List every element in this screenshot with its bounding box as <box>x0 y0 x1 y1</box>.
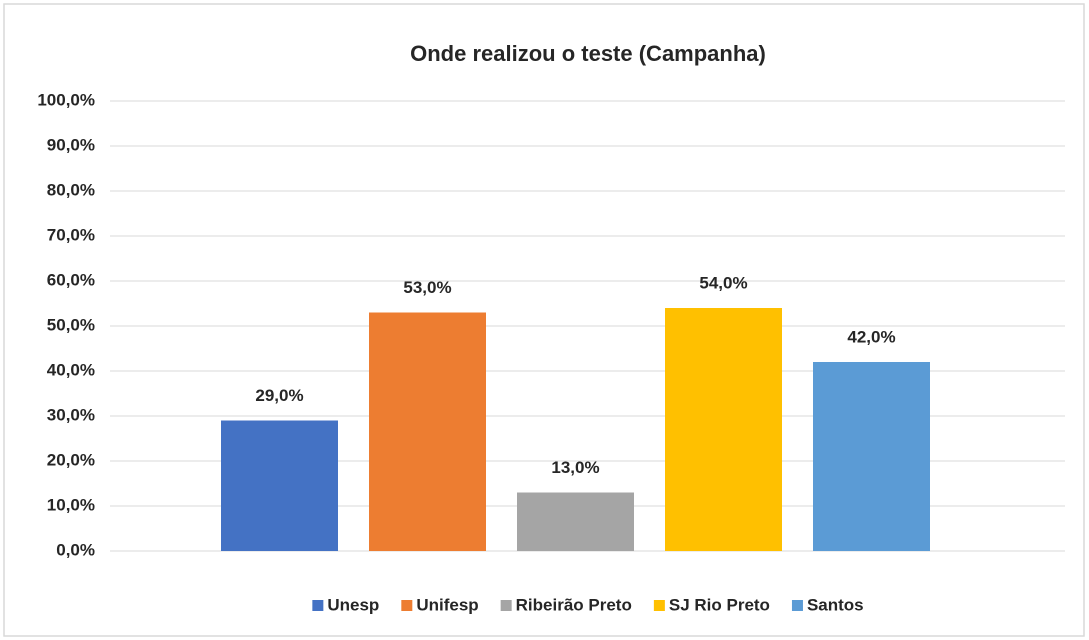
y-tick-label: 70,0% <box>47 225 95 244</box>
y-tick-label: 80,0% <box>47 180 95 199</box>
value-label: 29,0% <box>255 386 303 405</box>
y-tick-label: 0,0% <box>56 540 95 559</box>
bar <box>221 420 338 551</box>
y-tick-label: 40,0% <box>47 360 95 379</box>
y-tick-label: 30,0% <box>47 405 95 424</box>
bar <box>813 362 930 551</box>
y-tick-label: 90,0% <box>47 135 95 154</box>
value-label: 42,0% <box>847 327 895 346</box>
value-label: 53,0% <box>403 278 451 297</box>
y-tick-label: 10,0% <box>47 495 95 514</box>
bar <box>369 312 486 551</box>
value-label: 13,0% <box>551 458 599 477</box>
legend-swatch <box>312 600 324 611</box>
y-tick-label: 50,0% <box>47 315 95 334</box>
y-tick-label: 60,0% <box>47 270 95 289</box>
legend-label: Unifesp <box>416 595 478 614</box>
value-label: 54,0% <box>699 273 747 292</box>
legend-label: Unesp <box>327 595 379 614</box>
bar <box>517 492 634 551</box>
legend-label: Santos <box>807 595 864 614</box>
chart-title: Onde realizou o teste (Campanha) <box>410 41 766 66</box>
legend-label: Ribeirão Preto <box>516 595 632 614</box>
y-tick-label: 100,0% <box>37 90 95 109</box>
legend-swatch <box>401 600 413 611</box>
bar <box>665 308 782 551</box>
legend-swatch <box>653 600 665 611</box>
legend-swatch <box>791 600 803 611</box>
legend-label: SJ Rio Preto <box>669 595 770 614</box>
y-tick-label: 20,0% <box>47 450 95 469</box>
legend-swatch <box>500 600 512 611</box>
